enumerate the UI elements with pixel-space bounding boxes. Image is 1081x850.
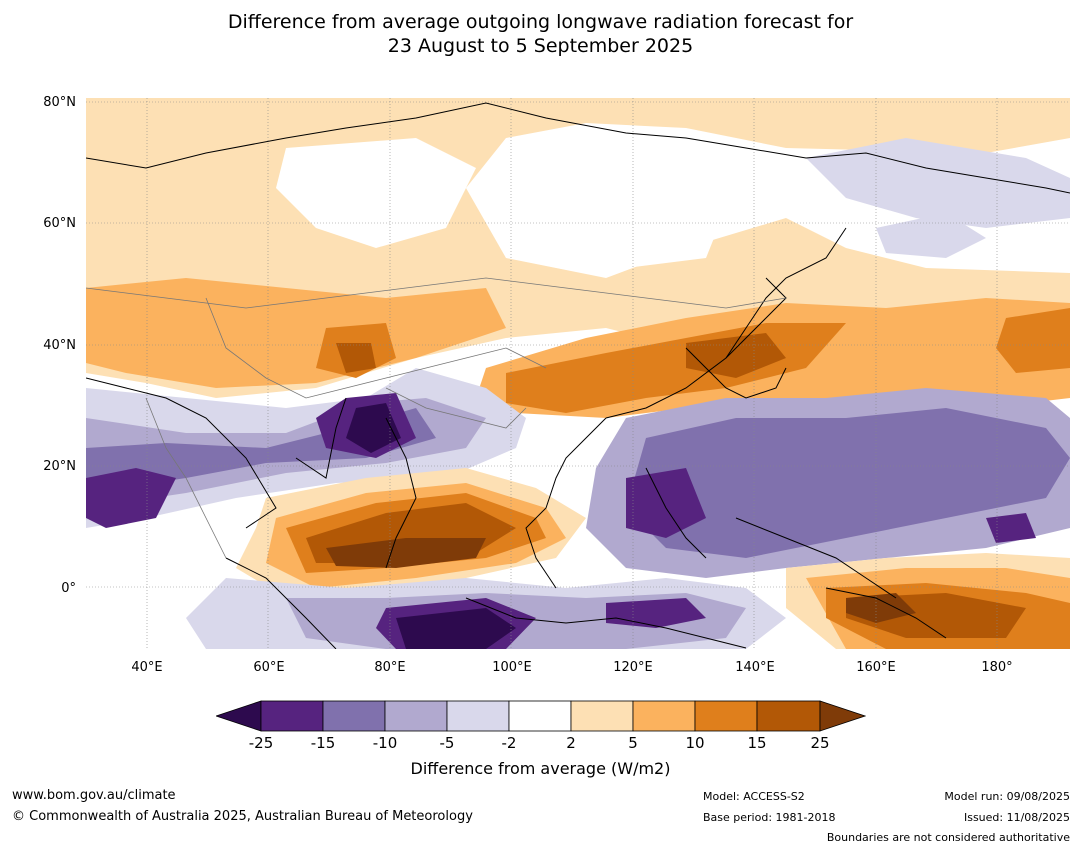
colorbar-tick: -2 [501, 734, 517, 752]
coastlines [86, 102, 1070, 649]
issued-text: Issued: 11/08/2025 [963, 811, 1070, 824]
lat-label-0: 0° [61, 581, 76, 596]
colorbar-segment-5 [508, 700, 572, 732]
colorbar-label: Difference from average (W/m2) [410, 759, 671, 778]
colorbar-segment-7 [632, 700, 696, 732]
lon-label-140e: 140°E [735, 660, 775, 675]
colorbar-segment-4 [446, 700, 510, 732]
lon-label-160e: 160°E [856, 660, 896, 675]
colorbar-tick: 25 [810, 734, 830, 752]
lat-label-80n: 80°N [43, 95, 76, 110]
colorbar-tick: 10 [685, 734, 705, 752]
lat-label-20n: 20°N [43, 459, 76, 474]
lon-label-60e: 60°E [253, 660, 285, 675]
title-line-2: 23 August to 5 September 2025 [387, 35, 694, 57]
title-line-1: Difference from average outgoing longwav… [227, 11, 854, 33]
lon-label-180: 180° [981, 660, 1013, 675]
colorbar-tick: -15 [310, 734, 336, 752]
colorbar-segment-10 [819, 700, 866, 732]
anomaly-shading [86, 98, 1070, 649]
colorbar-tick: -5 [439, 734, 455, 752]
colorbar-segment-0 [216, 700, 262, 732]
lat-label-60n: 60°N [43, 216, 76, 231]
lon-label-80e: 80°E [374, 660, 406, 675]
colorbar-segment-9 [756, 700, 821, 732]
colorbar-tick: 15 [747, 734, 767, 752]
colorbar-tick: -25 [248, 734, 274, 752]
model-text: Model: ACCESS-S2 [703, 790, 805, 803]
colorbar [216, 700, 866, 732]
colorbar-segment-8 [694, 700, 758, 732]
lon-label-120e: 120°E [613, 660, 653, 675]
lat-label-40n: 40°N [43, 338, 76, 353]
map-canvas [86, 98, 1070, 649]
colorbar-tick: 2 [566, 734, 576, 752]
copyright-text: © Commonwealth of Australia 2025, Austra… [12, 809, 473, 824]
colorbar-segment-1 [260, 700, 324, 732]
colorbar-segment-3 [384, 700, 448, 732]
map-title: Difference from average outgoing longwav… [0, 10, 1081, 58]
base-period-text: Base period: 1981-2018 [703, 811, 836, 824]
model-run-text: Model run: 09/08/2025 [944, 790, 1070, 803]
lon-label-40e: 40°E [131, 660, 163, 675]
country-boundaries [86, 277, 787, 559]
colorbar-segment-2 [322, 700, 386, 732]
colorbar-segment-6 [570, 700, 634, 732]
colorbar-tick: -10 [372, 734, 398, 752]
website-link[interactable]: www.bom.gov.au/climate [12, 788, 176, 803]
disclaimer-text: Boundaries are not considered authoritat… [826, 831, 1070, 844]
olr-anomaly-map [86, 98, 1070, 649]
lon-label-100e: 100°E [492, 660, 532, 675]
colorbar-tick: 5 [628, 734, 638, 752]
